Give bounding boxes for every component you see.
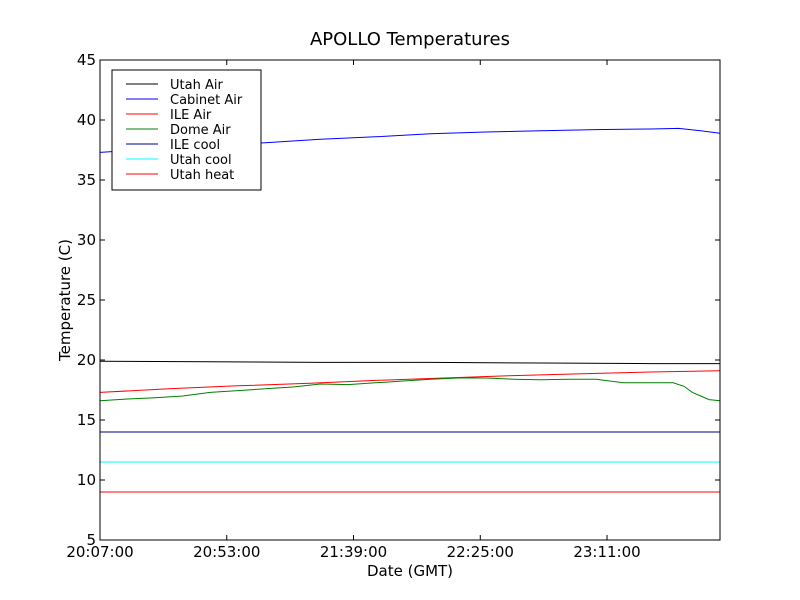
legend-label-0: Utah Air	[170, 78, 223, 93]
legend-label-4: ILE cool	[170, 138, 220, 153]
y-tick-label: 30	[77, 231, 96, 249]
series-line-3	[99, 377, 721, 402]
y-tick-label: 40	[77, 111, 96, 129]
x-tick-label: 22:25:00	[447, 543, 514, 561]
y-tick-label: 25	[77, 291, 96, 309]
y-tick-label: 15	[77, 411, 96, 429]
x-tick-label: 20:53:00	[193, 543, 260, 561]
legend-label-6: Utah heat	[170, 168, 234, 183]
axes-layer: 5 10 15 20 25 30 35 40 45 20:07:00 20:53:00 21:39:0…	[66, 51, 721, 561]
chart-title: APOLLO Temperatures	[310, 29, 510, 50]
y-tick-label: 5	[86, 531, 96, 549]
legend-label-2: ILE Air	[170, 108, 212, 123]
x-axis-label: Date (GMT)	[367, 562, 453, 580]
legend-label-3: Dome Air	[170, 123, 231, 138]
series-line-0	[99, 360, 720, 365]
series-line-2	[99, 370, 721, 393]
x-tick-label: 21:39:00	[320, 543, 387, 561]
y-tick-label: 45	[77, 51, 96, 69]
legend-box	[111, 69, 262, 191]
y-tick-label: 35	[77, 171, 96, 189]
x-tick-label: 20:07:00	[66, 543, 133, 561]
y-tick-label: 20	[77, 351, 96, 369]
y-tick-label: 10	[77, 471, 96, 489]
legend-label-1: Cabinet Air	[170, 93, 243, 108]
legend-label-5: Utah cool	[170, 153, 232, 168]
x-tick-label: 23:11:00	[573, 543, 640, 561]
y-axis-label: Temperature (C)	[56, 239, 74, 362]
